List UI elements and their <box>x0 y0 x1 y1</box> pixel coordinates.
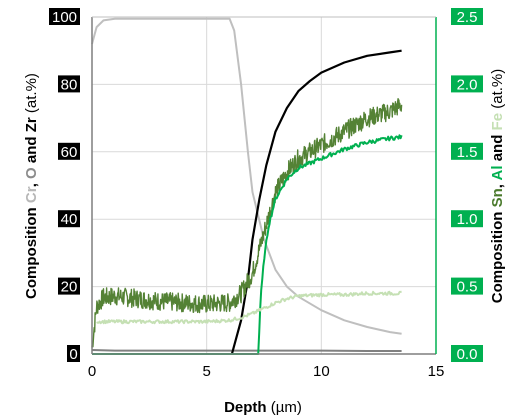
y-left-tick-label: 0 <box>69 346 77 363</box>
y-right-tick-label: 1.0 <box>457 211 478 228</box>
axis-title-part: , <box>489 180 506 188</box>
y-left-tick-label: 100 <box>52 9 77 26</box>
axis-title-part: Composition <box>23 203 40 299</box>
y-left-tick-label: 20 <box>61 279 78 296</box>
series-line-o <box>91 349 402 352</box>
axis-title-part: and <box>23 132 40 167</box>
y-left-tick-label: 80 <box>61 76 78 93</box>
y-right-tick-box <box>451 75 483 93</box>
y-right-tick-box <box>451 277 483 295</box>
y-left-tick-label: 40 <box>61 211 78 228</box>
y-left-tick-box <box>49 8 80 25</box>
axis-title-part: Cr <box>23 186 40 203</box>
series-line-sn <box>91 98 403 348</box>
x-tick-label: 10 <box>313 363 330 380</box>
y-right-tick-box <box>451 142 483 160</box>
y-right-tick-label: 1.5 <box>457 144 478 161</box>
y-left-tick-box <box>67 345 80 362</box>
series-line-zr <box>230 49 402 355</box>
axis-title-part: Sn <box>489 188 506 207</box>
y-right-tick-box <box>451 345 483 362</box>
y-left-tick-box <box>58 142 80 160</box>
x-tick-label: 0 <box>88 363 96 380</box>
tick-labels: 0 5 10 15 0 20 40 60 80 100 0.0 0.5 1.0 1.5 2.0 2.5 <box>49 8 483 380</box>
axis-title-part: O <box>23 167 40 179</box>
y-right-tick-label: 0.5 <box>457 279 478 296</box>
y-left-tick-box <box>58 210 80 228</box>
axis-title-part: Composition <box>489 207 506 303</box>
axis-title-part: Fe <box>489 113 506 131</box>
y-right-tick-label: 0.0 <box>457 346 478 363</box>
x-tick-label: 15 <box>428 363 445 380</box>
y-right-tick-label: 2.5 <box>457 9 478 26</box>
y-right-tick-label: 2.0 <box>457 76 478 93</box>
axis-title-part: Al <box>489 165 506 180</box>
x-axis-title-text: Depth <box>224 399 267 416</box>
axis-title-part: Zr <box>23 117 40 132</box>
series-line-fe <box>96 290 402 325</box>
y-right-tick-box <box>451 8 483 25</box>
y-axis-left-title: Composition Cr, O and Zr (at.%) <box>23 73 40 299</box>
y-left-tick-label: 60 <box>61 144 78 161</box>
axis-title-part: , <box>23 179 40 187</box>
axis-title-part: and <box>489 130 506 165</box>
x-tick-label: 5 <box>202 363 210 380</box>
axis-title-part: (at.%) <box>489 69 506 113</box>
series-line-cr <box>91 17 402 335</box>
y-left-tick-box <box>58 75 80 93</box>
plot-frame <box>91 16 437 355</box>
y-right-tick-box <box>451 210 483 228</box>
y-axis-right-title: Composition Sn, Al and Fe (at.%) <box>489 69 506 304</box>
axis-title-part: (at.%) <box>23 73 40 117</box>
y-left-tick-box <box>58 277 80 295</box>
x-axis-title-unit: (µm) <box>267 399 302 416</box>
x-axis-title: Depth (µm) <box>224 399 302 416</box>
